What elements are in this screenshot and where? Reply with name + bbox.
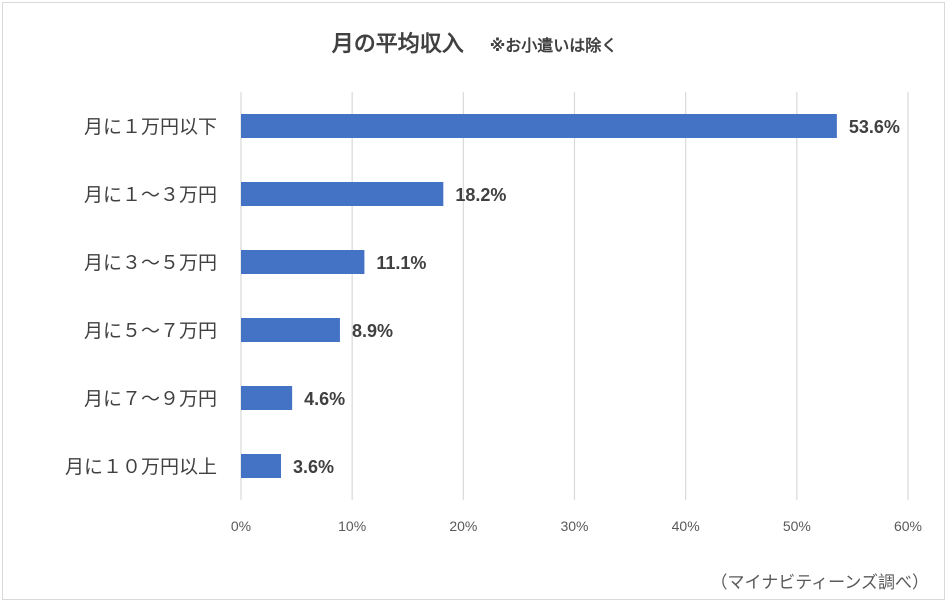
category-label: 月に７～９万円 bbox=[84, 388, 217, 410]
bar bbox=[241, 454, 282, 478]
bar bbox=[241, 182, 444, 206]
bar bbox=[241, 386, 293, 410]
data-label: 18.2% bbox=[455, 185, 506, 205]
x-tick-label: 40% bbox=[672, 518, 700, 534]
source-note: （マイナビティーンズ調べ） bbox=[710, 573, 929, 593]
x-tick-label: 10% bbox=[338, 518, 366, 534]
chart-title: 月の平均収入 bbox=[331, 32, 464, 57]
x-tick-label: 30% bbox=[560, 518, 588, 534]
category-label: 月に１～３万円 bbox=[84, 184, 217, 206]
data-label: 3.6% bbox=[293, 457, 334, 477]
bar bbox=[241, 114, 837, 138]
x-tick-label: 20% bbox=[449, 518, 477, 534]
category-label: 月に１０万円以上 bbox=[65, 456, 217, 478]
chart-title-block: 月の平均収入 ※お小遣いは除く bbox=[0, 26, 949, 58]
data-label: 53.6% bbox=[849, 117, 900, 137]
category-label: 月に５～７万円 bbox=[84, 320, 217, 342]
data-label: 8.9% bbox=[352, 321, 393, 341]
x-tick-label: 0% bbox=[231, 518, 251, 534]
bar bbox=[241, 318, 340, 342]
x-tick-label: 50% bbox=[783, 518, 811, 534]
chart-subtitle: ※お小遣いは除く bbox=[489, 36, 618, 55]
bar bbox=[241, 250, 365, 274]
category-label: 月に３～５万円 bbox=[84, 252, 217, 274]
category-label: 月に１万円以下 bbox=[84, 116, 217, 138]
x-tick-label: 60% bbox=[894, 518, 922, 534]
data-label: 11.1% bbox=[376, 253, 426, 273]
data-label: 4.6% bbox=[304, 389, 345, 409]
